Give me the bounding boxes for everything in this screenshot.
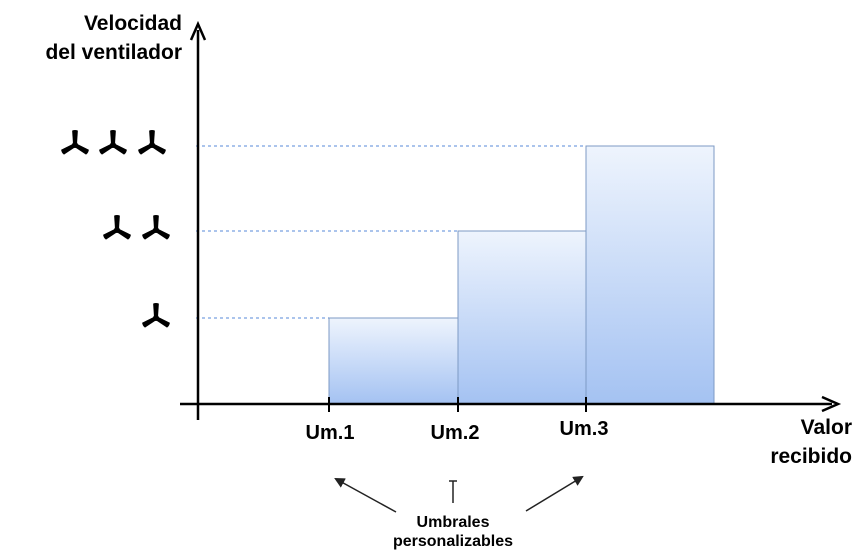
y-axis-label: Velocidad del ventilador — [45, 9, 182, 67]
fan-icon — [141, 215, 171, 240]
bar-level-2 — [457, 230, 587, 405]
bar-level-3 — [585, 145, 715, 405]
threshold-label-um1: Um.1 — [305, 422, 355, 444]
thresholds-annotation: Umbrales personalizables — [393, 513, 513, 551]
annotation-line-2: personalizables — [392, 533, 514, 550]
fan-icon — [102, 215, 132, 240]
threshold-label-um3: Um.3 — [559, 418, 609, 440]
arrow-to-um3 — [525, 475, 584, 512]
y-axis-label-line-2: del ventilador — [45, 41, 182, 64]
x-axis-label: Valor recibido — [770, 413, 852, 471]
x-axis-label-line-1: Valor — [800, 416, 852, 439]
bar-level-1 — [328, 317, 459, 405]
y-axis-arrowhead — [189, 20, 207, 41]
fan-icon — [141, 303, 171, 328]
fan-icon — [98, 130, 128, 155]
y-axis-label-line-1: Velocidad — [83, 12, 182, 35]
level-2-fan-icons — [102, 215, 171, 240]
fan-icon — [137, 130, 167, 155]
x-axis-label-line-2: recibido — [770, 445, 852, 468]
arrow-to-um1 — [334, 477, 397, 513]
annotation-line-1: Umbrales — [416, 514, 490, 531]
x-axis-arrowhead — [821, 395, 842, 413]
level-1-fan-icons — [141, 303, 171, 328]
level-3-fan-icons — [60, 130, 167, 155]
fan-icon — [60, 130, 90, 155]
threshold-label-um2: Um.2 — [430, 422, 480, 444]
